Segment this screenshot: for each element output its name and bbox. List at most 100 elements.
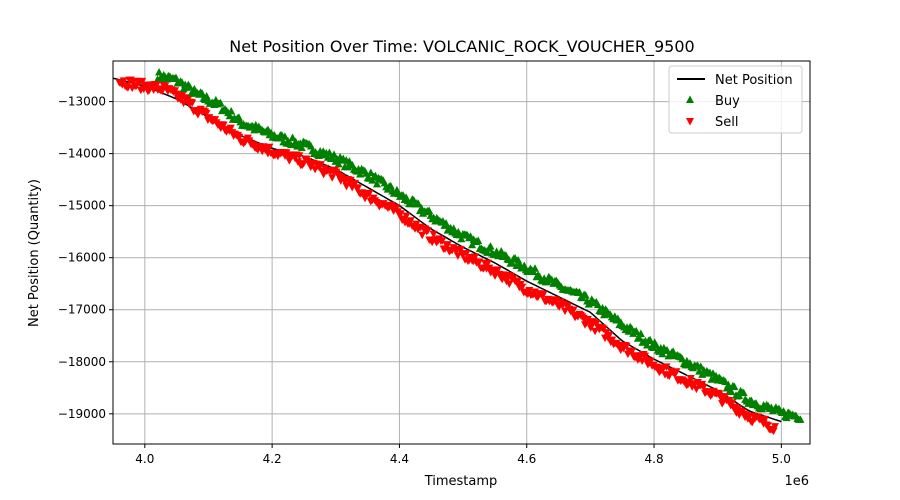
buy-marker: [198, 89, 207, 97]
sell-marker: [728, 399, 737, 408]
buy-marker: [185, 82, 194, 91]
buy-marker: [171, 73, 180, 81]
sell-marker: [406, 217, 415, 225]
sell-marker: [641, 352, 650, 361]
x-tick-label: 4.8: [645, 452, 664, 466]
sell-marker: [646, 357, 655, 366]
buy-marker: [613, 314, 622, 323]
buy-marker: [386, 181, 395, 190]
x-axis-ticks: 4.0 4.2 4.4 4.6 4.8 5.0: [135, 444, 791, 466]
buy-marker: [330, 150, 339, 158]
buy-marker: [216, 98, 225, 107]
sell-marker: [396, 210, 405, 218]
sell-marker: [763, 422, 772, 430]
sell-marker: [462, 250, 471, 258]
sell-marker: [483, 259, 492, 268]
buy-marker: [727, 387, 736, 396]
sell-marker: [505, 280, 514, 288]
x-tick-label: 4.0: [135, 452, 154, 466]
sell-marker: [622, 342, 631, 351]
x-tick-label: 4.2: [263, 452, 282, 466]
sell-marker: [158, 87, 167, 96]
buy-marker: [652, 341, 661, 349]
sell-marker: [471, 253, 480, 261]
y-tick-label: −13000: [58, 95, 106, 109]
buy-marker: [646, 335, 655, 344]
buy-marker: [202, 92, 211, 100]
y-tick-label: −16000: [58, 251, 106, 265]
sell-marker: [402, 212, 411, 220]
sell-marker: [299, 160, 308, 168]
buy-marker: [632, 326, 641, 335]
buy-marker: [225, 111, 234, 120]
x-axis-offset-label: 1e6: [784, 474, 809, 489]
sell-marker: [353, 184, 362, 193]
buy-marker: [779, 407, 788, 415]
sell-marker: [493, 266, 502, 274]
legend-sell-swatch: [686, 118, 694, 126]
sell-marker: [138, 77, 147, 86]
buy-markers: [153, 67, 805, 423]
buy-marker: [474, 236, 483, 245]
buy-marker: [297, 143, 306, 152]
sell-marker: [295, 152, 304, 160]
buy-marker: [457, 234, 466, 243]
buy-marker: [782, 413, 791, 422]
sell-marker: [628, 347, 637, 356]
sell-marker: [392, 204, 401, 212]
sell-marker: [539, 290, 548, 299]
buy-marker: [643, 341, 652, 349]
buy-marker: [497, 246, 506, 255]
sell-marker: [438, 237, 447, 245]
buy-marker: [678, 354, 687, 363]
buy-marker: [636, 329, 645, 338]
legend-entry-label: Buy: [715, 94, 740, 109]
sell-marker: [346, 176, 355, 185]
sell-marker: [569, 306, 578, 314]
sell-marker: [672, 368, 681, 376]
sell-marker: [119, 77, 128, 85]
buy-marker: [356, 169, 365, 178]
buy-marker: [334, 159, 343, 168]
buy-marker: [280, 132, 289, 140]
buy-marker: [372, 179, 381, 188]
sell-marker: [443, 241, 452, 249]
sell-marker: [518, 283, 527, 292]
buy-marker: [227, 107, 236, 115]
chart-title: Net Position Over Time: VOLCANIC_ROCK_VO…: [229, 37, 694, 57]
plot-frame: [112, 60, 811, 445]
legend-entry-label: Sell: [715, 115, 738, 130]
buy-marker: [486, 242, 495, 250]
legend-box: [668, 65, 803, 134]
buy-marker: [414, 199, 423, 208]
buy-marker: [635, 333, 644, 342]
buy-marker: [288, 133, 297, 141]
sell-marker: [686, 374, 695, 383]
sell-marker: [202, 109, 211, 118]
sell-marker: [605, 331, 614, 340]
sell-marker: [456, 246, 465, 254]
buy-marker: [155, 67, 164, 76]
buy-marker: [662, 345, 671, 354]
y-axis-ticks: −13000 −14000 −15000 −16000 −17000 −18000 −190…: [58, 95, 113, 421]
sell-marker: [265, 143, 274, 152]
buy-marker: [507, 258, 516, 267]
sell-marker: [475, 258, 484, 267]
x-tick-label: 5.0: [772, 452, 791, 466]
buy-marker: [575, 288, 584, 296]
y-axis-label: Net Position (Quantity): [27, 179, 42, 327]
sell-marker: [188, 99, 197, 107]
sell-marker: [351, 179, 360, 188]
legend-entry-label: Net Position: [715, 73, 793, 88]
buy-marker: [425, 206, 434, 214]
sell-marker: [342, 182, 351, 191]
buy-marker: [531, 264, 540, 272]
sell-marker: [453, 252, 462, 260]
y-tick-label: −19000: [58, 407, 106, 421]
buy-marker: [442, 219, 451, 227]
x-axis-label: Timestamp: [424, 474, 498, 489]
plot-area: [113, 67, 805, 436]
y-tick-label: −14000: [58, 147, 106, 161]
sell-marker: [591, 327, 600, 336]
buy-marker: [325, 148, 334, 157]
